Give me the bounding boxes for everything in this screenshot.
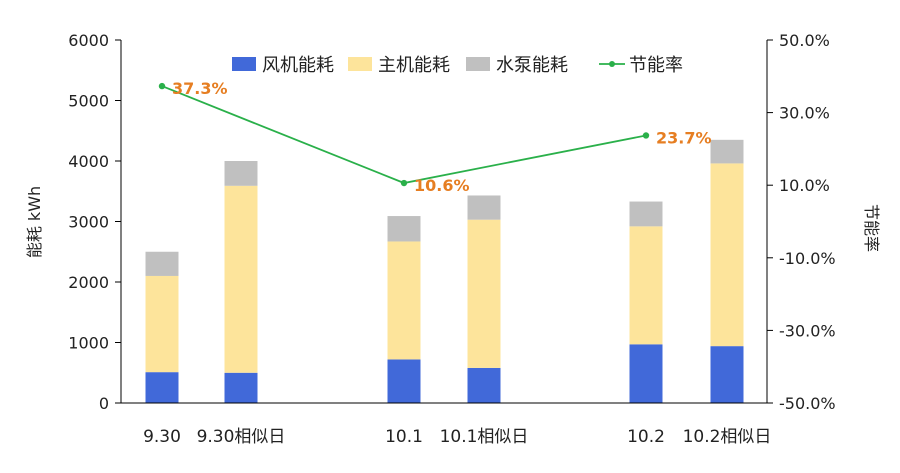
bar-segment — [710, 139, 744, 164]
left-tick-label: 3000 — [68, 213, 109, 232]
x-tick-label: 10.1相似日 — [440, 427, 529, 447]
y2-axis-label: 节能率 — [862, 204, 881, 252]
bar-segment — [467, 367, 501, 403]
saving-rate-data-label: 23.7% — [656, 128, 712, 147]
right-tick-label: -50.0% — [779, 394, 836, 413]
legend-label: 节能率 — [629, 55, 683, 76]
saving-rate-data-label: 37.3% — [172, 79, 228, 98]
left-tick-label: 6000 — [68, 31, 109, 50]
bar-segment — [387, 241, 421, 360]
saving-rate-point — [400, 179, 408, 187]
bar-segment — [387, 359, 421, 403]
legend-label: 风机能耗 — [262, 55, 334, 76]
bars-layer — [145, 139, 744, 403]
left-tick-label: 2000 — [68, 273, 109, 292]
bar-segment — [629, 344, 663, 403]
legend-swatch — [466, 57, 490, 71]
ticks-layer: 0 1000 2000 3000 4000 5000 6000 -50.0% -30.0% -10… — [68, 31, 835, 447]
bar-segment — [710, 346, 744, 403]
right-tick-label: 30.0% — [779, 104, 830, 123]
left-tick-label: 5000 — [68, 92, 109, 111]
legend-line-marker — [609, 61, 615, 67]
bar-segment — [224, 185, 258, 373]
x-tick-label: 10.1 — [385, 427, 423, 447]
bar-segment — [387, 216, 421, 242]
bar-segment — [145, 372, 179, 403]
right-tick-label: 50.0% — [779, 31, 830, 50]
x-tick-label: 10.2相似日 — [683, 427, 772, 447]
y-axis-label: 能耗 kWh — [25, 186, 44, 258]
bar-segment — [710, 163, 744, 347]
right-tick-label: -10.0% — [779, 249, 836, 268]
right-tick-label: 10.0% — [779, 176, 830, 195]
left-tick-label: 4000 — [68, 152, 109, 171]
left-tick-label: 0 — [99, 394, 109, 413]
legend-swatch — [348, 57, 372, 71]
saving-rate-point — [158, 82, 166, 90]
saving-rate-point — [642, 132, 650, 139]
bar-segment — [629, 226, 663, 345]
bar-segment — [467, 219, 501, 368]
data-labels-layer: 37.3% 10.6% 23.7% — [172, 79, 712, 195]
bar-segment — [224, 372, 258, 403]
bar-segment — [145, 275, 179, 373]
x-tick-label: 9.30 — [143, 427, 181, 447]
legend: 风机能耗 主机能耗 水泵能耗 节能率 — [232, 55, 683, 76]
legend-label: 主机能耗 — [378, 55, 450, 76]
x-tick-label: 10.2 — [627, 427, 665, 447]
legend-swatch — [232, 57, 256, 71]
bar-segment — [145, 251, 179, 276]
legend-label: 水泵能耗 — [496, 55, 568, 76]
bar-segment — [629, 201, 663, 227]
saving-rate-data-label: 10.6% — [414, 176, 470, 195]
bar-segment — [467, 195, 501, 220]
bar-segment — [224, 161, 258, 186]
right-tick-label: -30.0% — [779, 321, 836, 340]
left-tick-label: 1000 — [68, 334, 109, 353]
saving-rate-line-layer — [158, 82, 650, 187]
x-tick-label: 9.30相似日 — [197, 427, 286, 447]
